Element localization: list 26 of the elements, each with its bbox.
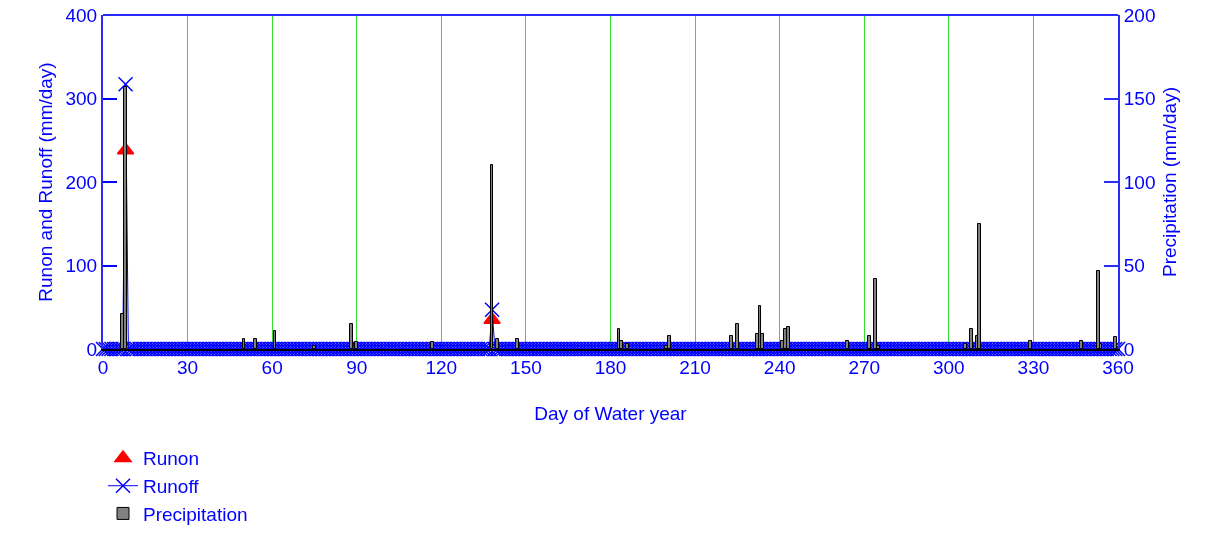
x-tick-label: 180 — [594, 356, 627, 378]
legend-label: Precipitation — [143, 503, 248, 525]
x-tick-label: 300 — [932, 356, 965, 378]
x-tick-label: 240 — [763, 356, 796, 378]
y-tick-label: 0 — [86, 338, 98, 360]
x-tick-label: 150 — [510, 356, 542, 378]
legend-label: Runoff — [143, 476, 200, 498]
x-tick-label: 30 — [177, 356, 199, 378]
x-tick-label: 60 — [261, 356, 283, 378]
x-axis-title: Day of Water year — [534, 403, 688, 425]
y-tick-label: 200 — [65, 171, 98, 193]
x-tick-label: 270 — [848, 356, 881, 378]
y-tick-label: 300 — [65, 88, 98, 110]
x-tick-label: 330 — [1017, 356, 1050, 378]
y2-tick-label: 150 — [1123, 88, 1156, 110]
y-tick-label: 100 — [65, 255, 98, 277]
legend-label: Runon — [143, 448, 199, 470]
y-tick-label: 400 — [65, 4, 98, 26]
y2-tick-label: 50 — [1123, 255, 1145, 277]
y-axis-title: Runon and Runoff (mm/day) — [34, 62, 56, 302]
y2-tick-label: 100 — [1123, 171, 1156, 193]
y2-axis-title: Precipitation (mm/day) — [1158, 86, 1180, 278]
x-tick-label: 120 — [425, 356, 458, 378]
y2-tick-label: 200 — [1123, 4, 1156, 26]
x-tick-label: 90 — [346, 356, 368, 378]
x-tick-label: 210 — [679, 356, 711, 378]
